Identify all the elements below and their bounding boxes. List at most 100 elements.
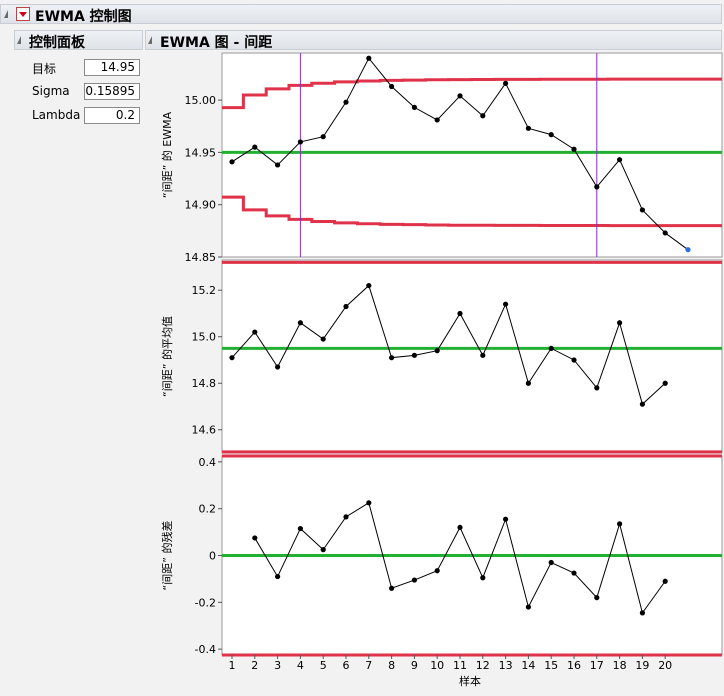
- data-point[interactable]: [525, 604, 532, 610]
- data-point[interactable]: [525, 125, 532, 131]
- data-point[interactable]: [252, 535, 258, 541]
- data-point[interactable]: [411, 104, 417, 110]
- report-title: EWMA 控制图: [35, 9, 132, 25]
- data-point[interactable]: [320, 336, 326, 342]
- x-tick-label: 10: [430, 659, 444, 672]
- plot-area: [221, 259, 723, 454]
- data-point[interactable]: [480, 113, 486, 119]
- y-tick-label: -0.4: [195, 643, 216, 656]
- data-point[interactable]: [525, 380, 532, 386]
- y-axis-label: “间距” 的残差: [160, 521, 174, 591]
- data-point[interactable]: [480, 352, 486, 358]
- x-axis-label: 样本: [459, 674, 481, 688]
- data-point[interactable]: [297, 320, 303, 326]
- data-point[interactable]: [457, 524, 463, 531]
- sigma-field[interactable]: 0.15895: [84, 83, 140, 100]
- data-point[interactable]: [297, 139, 303, 145]
- y-tick-label: 14.95: [185, 146, 217, 159]
- data-point[interactable]: [411, 577, 417, 583]
- y-axis-label: “间距” 的 EWMA: [160, 111, 174, 198]
- x-tick-label: 8: [388, 659, 395, 672]
- data-point[interactable]: [662, 578, 668, 584]
- lambda-field[interactable]: 0.2: [84, 107, 140, 124]
- menu-button[interactable]: [16, 7, 30, 21]
- plot-area: [221, 52, 723, 258]
- data-point[interactable]: [503, 301, 509, 307]
- data-point[interactable]: [617, 320, 623, 326]
- x-tick-label: 7: [365, 659, 372, 672]
- collapse-icon[interactable]: [17, 36, 21, 44]
- data-point[interactable]: [320, 134, 326, 140]
- x-tick-label: 9: [411, 659, 418, 672]
- data-point[interactable]: [275, 573, 281, 580]
- x-tick-label: 11: [453, 659, 467, 672]
- x-tick-label: 2: [251, 659, 258, 672]
- x-tick-label: 12: [476, 659, 490, 672]
- data-point[interactable]: [434, 348, 440, 354]
- data-point[interactable]: [434, 568, 440, 574]
- red-triangle-icon: [19, 12, 27, 17]
- target-field[interactable]: 14.95: [84, 59, 140, 76]
- data-point[interactable]: [503, 516, 509, 522]
- series-line: [254, 502, 666, 615]
- x-tick-label: 19: [635, 659, 649, 672]
- data-point[interactable]: [548, 132, 554, 138]
- data-point[interactable]: [617, 157, 623, 163]
- data-point[interactable]: [343, 303, 349, 310]
- forecast-point[interactable]: [685, 247, 691, 253]
- data-point[interactable]: [434, 117, 440, 123]
- data-point[interactable]: [662, 230, 668, 236]
- y-tick-label: 14.8: [192, 377, 217, 390]
- data-point[interactable]: [366, 500, 372, 506]
- data-point[interactable]: [571, 570, 577, 576]
- series-line: [231, 284, 666, 406]
- data-point[interactable]: [639, 401, 646, 407]
- data-point[interactable]: [548, 345, 554, 351]
- data-point[interactable]: [252, 329, 258, 335]
- data-point[interactable]: [594, 184, 600, 190]
- x-tick-label: 14: [521, 659, 535, 672]
- data-point[interactable]: [503, 80, 509, 86]
- data-point[interactable]: [457, 93, 463, 99]
- data-point[interactable]: [571, 146, 577, 152]
- data-point[interactable]: [571, 357, 577, 363]
- x-tick-label: 17: [590, 659, 604, 672]
- x-tick-label: 13: [499, 659, 513, 672]
- control-panel-title: 控制面板: [29, 35, 85, 51]
- data-point[interactable]: [275, 162, 281, 168]
- data-point[interactable]: [366, 55, 372, 61]
- data-point[interactable]: [594, 595, 600, 601]
- control-panel-header: 控制面板: [14, 30, 143, 51]
- data-point[interactable]: [389, 355, 395, 361]
- data-point[interactable]: [480, 575, 486, 581]
- collapse-icon[interactable]: [4, 10, 8, 18]
- data-point[interactable]: [320, 547, 326, 553]
- x-tick-label: 5: [320, 659, 327, 672]
- data-point[interactable]: [457, 310, 463, 317]
- data-point[interactable]: [639, 207, 646, 213]
- data-point[interactable]: [252, 144, 258, 150]
- data-point[interactable]: [275, 364, 281, 370]
- data-point[interactable]: [366, 282, 372, 289]
- ewma-chart: 14.85 14.90 14.95 15.00 “间距” 的 EWMA: [160, 52, 723, 264]
- data-point[interactable]: [639, 610, 646, 616]
- data-point[interactable]: [229, 159, 235, 165]
- data-point[interactable]: [594, 385, 600, 391]
- data-point[interactable]: [389, 83, 395, 90]
- collapse-icon[interactable]: [148, 36, 152, 44]
- data-point[interactable]: [411, 352, 417, 358]
- data-point[interactable]: [229, 355, 235, 361]
- data-point[interactable]: [662, 380, 668, 386]
- data-point[interactable]: [389, 585, 395, 591]
- y-tick-label: -0.2: [195, 596, 216, 609]
- x-tick-label: 1: [229, 659, 236, 672]
- data-point[interactable]: [617, 521, 623, 527]
- data-point[interactable]: [548, 559, 554, 566]
- data-point[interactable]: [343, 514, 349, 520]
- y-tick-label: 15.00: [185, 94, 217, 107]
- x-tick-label: 20: [658, 659, 672, 672]
- data-point[interactable]: [297, 525, 303, 532]
- x-tick-label: 16: [567, 659, 581, 672]
- data-point[interactable]: [343, 99, 349, 105]
- y-tick-label: 14.85: [185, 251, 217, 264]
